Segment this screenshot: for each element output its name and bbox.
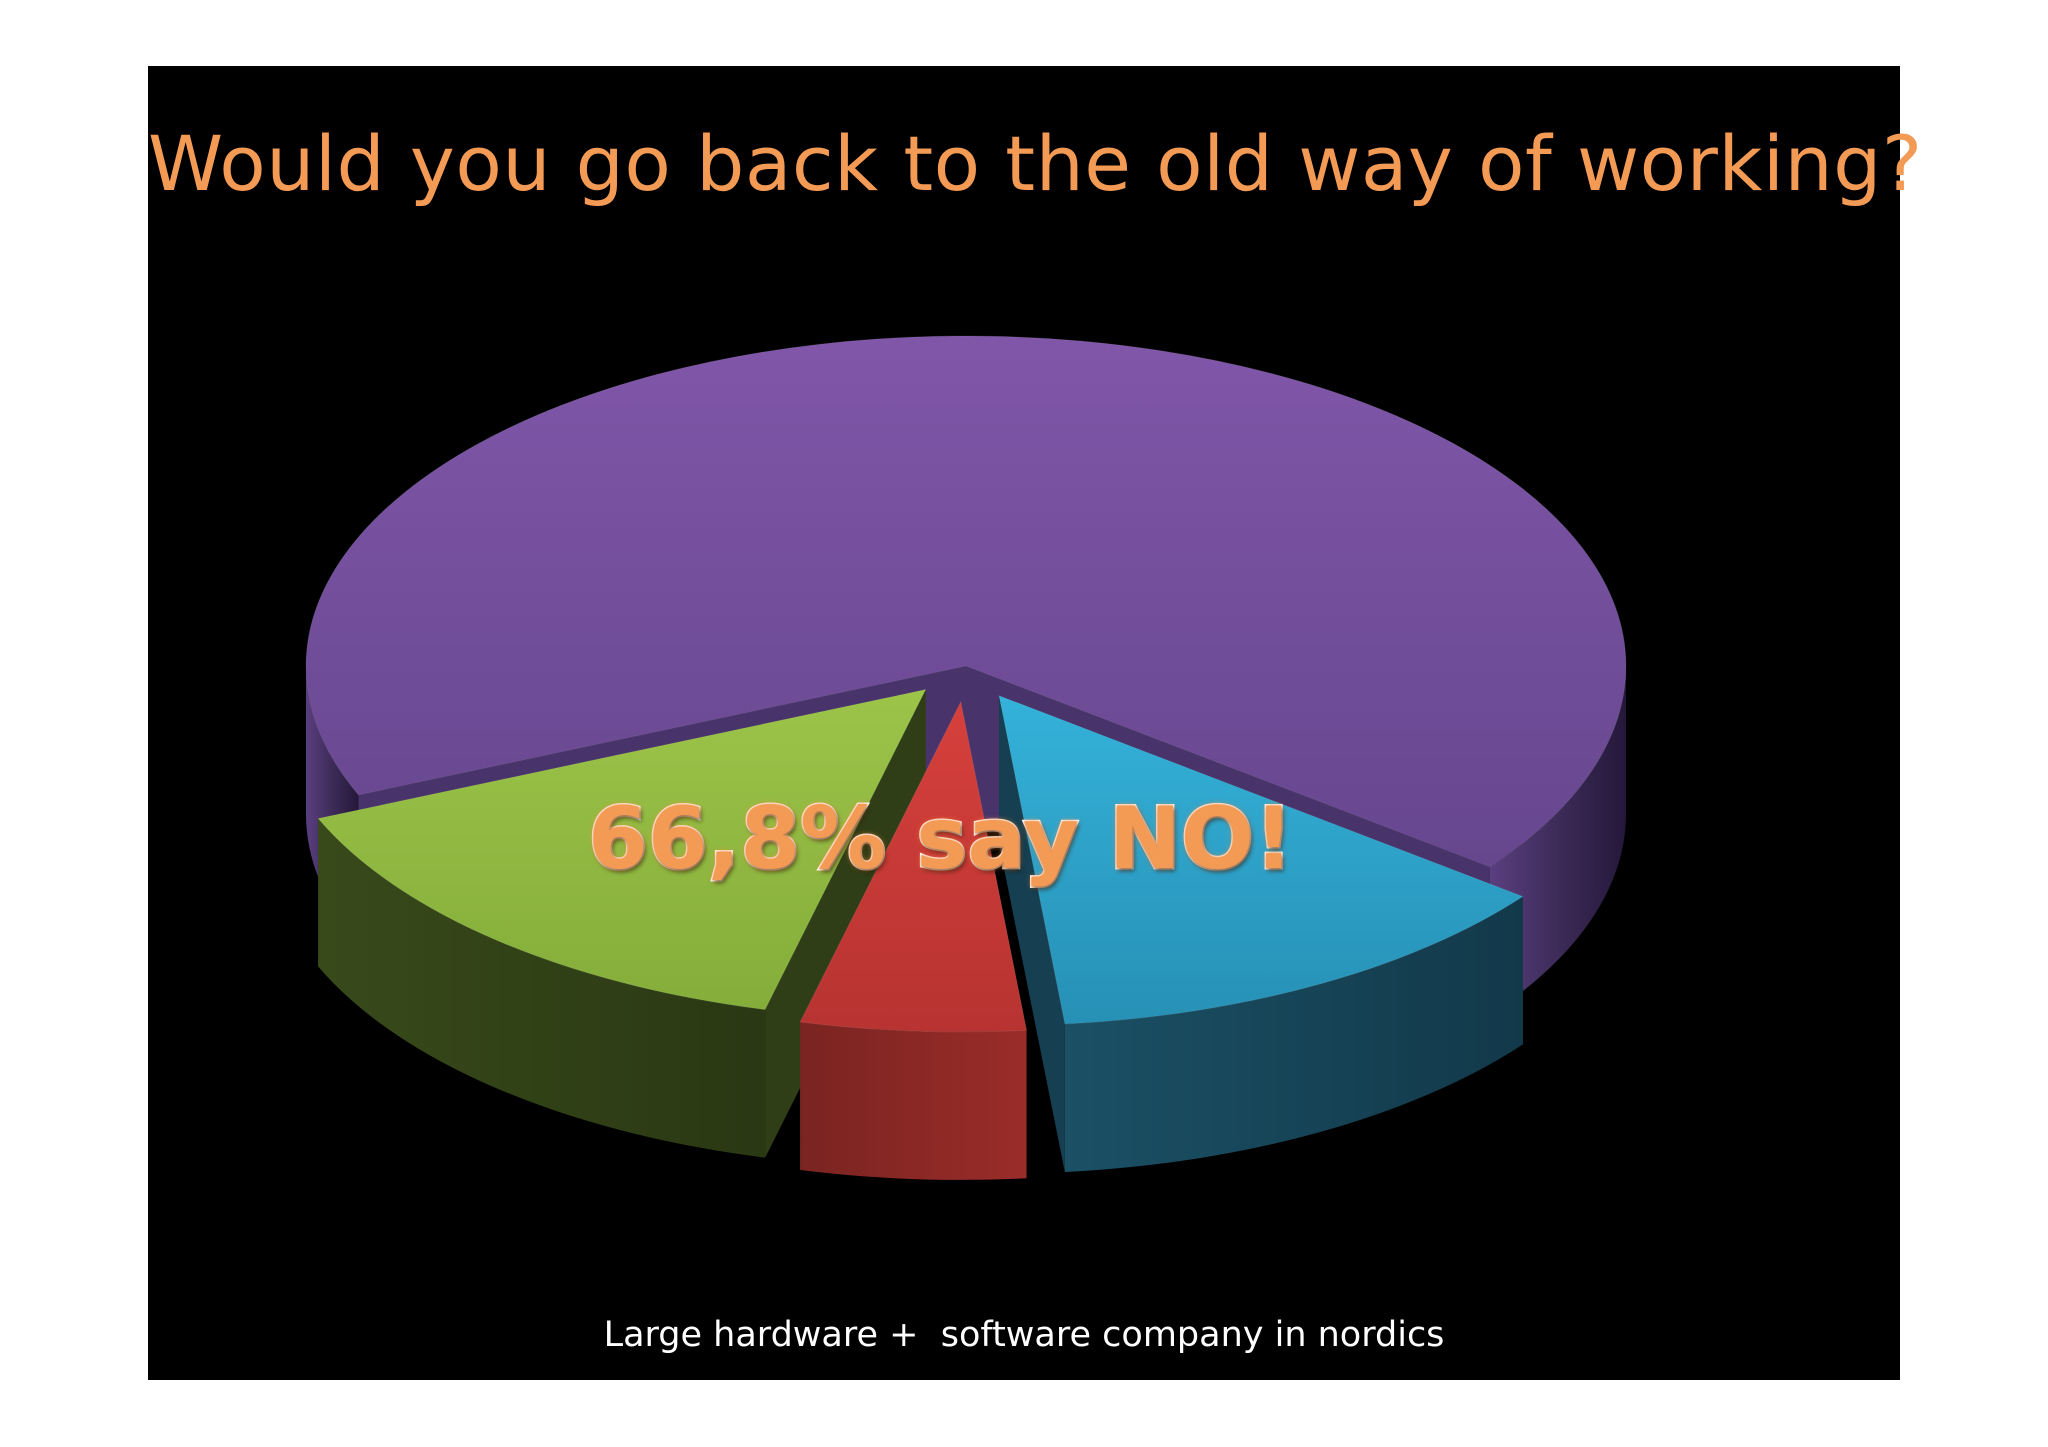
chart-annotation: 66,8% say NO! (586, 789, 1294, 889)
chart-title: Would you go back to the old way of work… (148, 119, 1923, 208)
pie-slice-side (318, 818, 766, 1158)
pie-slice-side (1489, 666, 1626, 1015)
pie-slice-3 (317, 688, 927, 1158)
pie-slice-side (1064, 896, 1523, 1173)
pie-slices (305, 335, 1627, 1180)
pie-slice-top (998, 694, 1524, 1025)
pie-chart (305, 335, 1627, 1180)
pie-slice-top (305, 335, 1627, 868)
pie-slice-1 (998, 694, 1524, 1173)
source-note: Large hardware + software company in nor… (603, 1315, 1445, 1355)
pie-slice-2 (799, 700, 1028, 1180)
pie-slice-side (800, 1021, 1027, 1180)
pie-slice-top (317, 688, 927, 1011)
pie-slice-top (799, 700, 1028, 1033)
slide: Would you go back to the old way of work… (148, 66, 1923, 1380)
pie-slice-wall (999, 695, 1065, 1173)
